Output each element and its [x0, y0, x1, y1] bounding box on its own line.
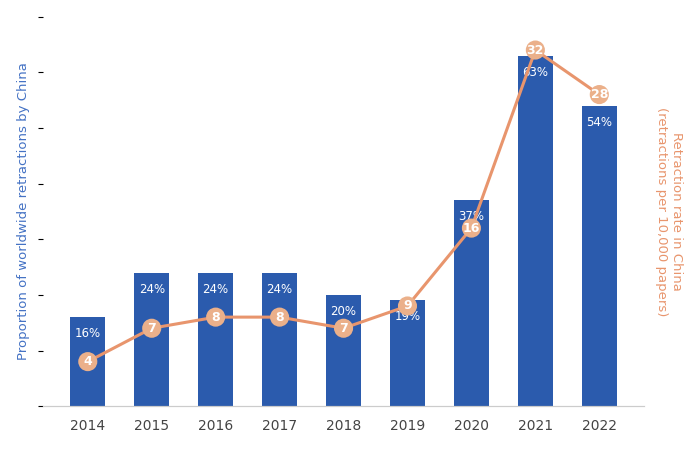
Text: 32: 32	[526, 44, 544, 57]
Bar	[390, 301, 425, 406]
Bar	[582, 106, 617, 406]
Point	[530, 46, 541, 54]
Text: 54%: 54%	[587, 116, 612, 129]
Text: 37%: 37%	[458, 210, 484, 223]
Point	[82, 358, 93, 365]
Point	[146, 324, 158, 332]
Text: 7: 7	[340, 322, 348, 335]
Text: 24%: 24%	[139, 283, 164, 296]
Text: 24%: 24%	[267, 283, 293, 296]
Text: 20%: 20%	[330, 305, 356, 318]
Bar	[454, 200, 489, 406]
Text: 28: 28	[591, 88, 608, 101]
Bar	[70, 317, 106, 406]
Bar	[134, 273, 169, 406]
Bar	[262, 273, 298, 406]
Point	[594, 91, 605, 98]
Point	[274, 314, 285, 321]
Text: 24%: 24%	[202, 283, 229, 296]
Point	[402, 302, 413, 310]
Y-axis label: Proportion of worldwide retractions by China: Proportion of worldwide retractions by C…	[17, 63, 29, 360]
Text: 16: 16	[463, 221, 480, 234]
Point	[466, 225, 477, 232]
Text: 63%: 63%	[522, 66, 548, 79]
Bar	[326, 295, 361, 406]
Point	[338, 324, 349, 332]
Text: 9: 9	[403, 300, 412, 312]
Text: 7: 7	[147, 322, 156, 335]
Y-axis label: Retraction rate in China
(retractions per 10,000 papers): Retraction rate in China (retractions pe…	[655, 107, 683, 316]
Text: 8: 8	[275, 310, 284, 324]
Text: 4: 4	[83, 355, 92, 368]
Text: 19%: 19%	[394, 310, 421, 324]
Point	[210, 314, 221, 321]
Bar	[518, 56, 553, 406]
Bar	[198, 273, 233, 406]
Text: 16%: 16%	[75, 327, 101, 340]
Text: 8: 8	[211, 310, 220, 324]
